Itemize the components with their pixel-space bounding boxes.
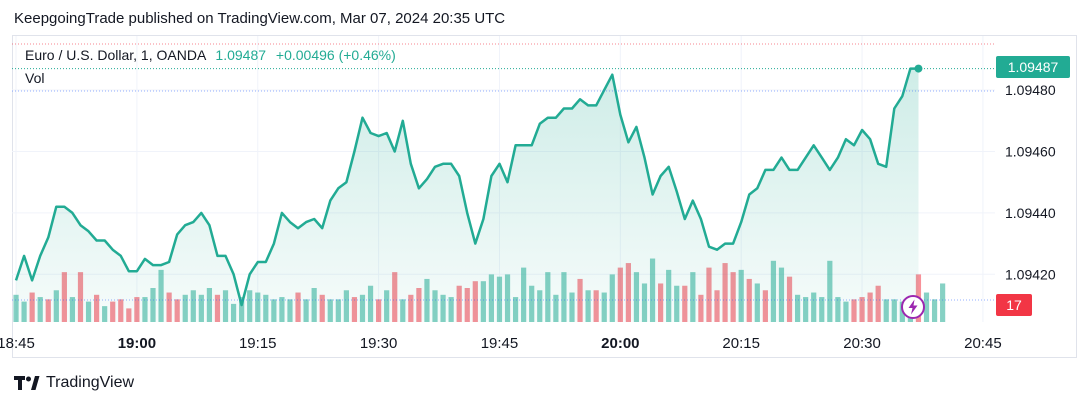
price-area bbox=[16, 68, 919, 322]
brand-name: TradingView bbox=[46, 374, 135, 391]
volume-legend: Vol bbox=[25, 70, 45, 86]
tradingview-logo-icon bbox=[14, 376, 40, 390]
symbol-label: Euro / U.S. Dollar, 1, OANDA bbox=[25, 47, 206, 63]
x-tick-label: 19:30 bbox=[360, 335, 398, 352]
y-axis-ticks: 1.09480 1.09460 1.09440 1.09420 bbox=[1005, 82, 1056, 282]
x-tick-label: 20:00 bbox=[601, 335, 639, 352]
price-change-label: +0.00496 (+0.46%) bbox=[275, 47, 396, 63]
volume-bar bbox=[931, 299, 938, 322]
chart-legend: Euro / U.S. Dollar, 1, OANDA 1.09487 +0.… bbox=[25, 47, 396, 63]
x-tick-label: 20:45 bbox=[964, 335, 1002, 352]
chart-frame bbox=[12, 35, 1077, 358]
y-tick-label: 1.09440 bbox=[1005, 205, 1056, 221]
y-tick-label: 1.09460 bbox=[1005, 143, 1056, 159]
y-tick-label: 1.09420 bbox=[1005, 266, 1056, 282]
price-line bbox=[14, 67, 919, 307]
x-tick-label: 19:00 bbox=[118, 335, 156, 352]
x-tick-label: 19:45 bbox=[481, 335, 519, 352]
last-price-badge: 1.09487 bbox=[996, 56, 1070, 78]
volume-badge: 17 bbox=[996, 294, 1032, 316]
last-price-label: 1.09487 bbox=[215, 47, 267, 63]
tradingview-logo[interactable]: TradingView bbox=[14, 374, 134, 392]
price-guide-lines bbox=[12, 43, 995, 301]
x-tick-label: 19:15 bbox=[239, 335, 277, 352]
lightning-icon[interactable] bbox=[900, 294, 926, 320]
x-tick-label: 20:30 bbox=[843, 335, 881, 352]
volume-bar bbox=[923, 292, 930, 322]
x-tick-label: 18:45 bbox=[0, 335, 35, 352]
x-tick-label: 20:15 bbox=[722, 335, 760, 352]
x-axis-ticks: 18:45 19:00 19:15 19:30 19:45 20:00 20:15 20:30… bbox=[0, 335, 1002, 352]
volume-bar bbox=[940, 283, 946, 322]
last-price-dot bbox=[914, 64, 923, 73]
y-tick-label: 1.09480 bbox=[1005, 82, 1056, 98]
publish-info: KeepgoingTrade published on TradingView.… bbox=[14, 10, 506, 27]
